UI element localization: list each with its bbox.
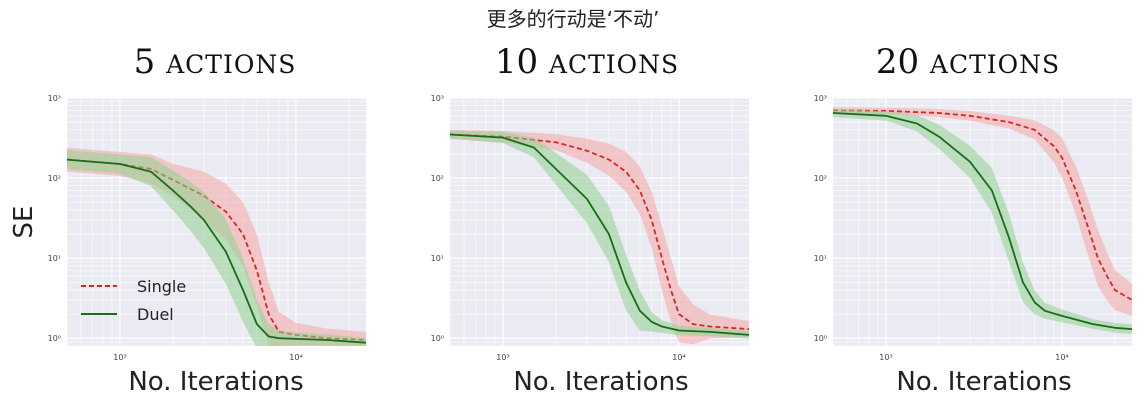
figure-title: 更多的行动是‘不动’ — [487, 7, 660, 31]
x-tick-label: 10³ — [496, 353, 509, 362]
plot-area: 10³ 10⁴ 10⁰ 10¹ 10² 10³ — [814, 94, 1132, 362]
panel-10-actions: 10 ACTIONS 10³ 10⁴ 10⁰ 10¹ 10² 10³ No. Iterat… — [431, 42, 749, 397]
x-tick-label: 10⁴ — [672, 353, 685, 362]
series-group — [450, 129, 749, 345]
x-axis-label: No. Iterations — [128, 367, 303, 397]
x-axis-label: No. Iterations — [896, 367, 1071, 397]
confidence-band-single — [833, 107, 1132, 316]
series-group — [67, 147, 366, 346]
confidence-band-duel — [450, 130, 749, 339]
y-tick-label: 10⁰ — [431, 334, 444, 343]
legend-label-single: Single — [137, 277, 186, 296]
legend-label-duel: Duel — [137, 305, 174, 324]
y-tick-label: 10⁰ — [48, 334, 61, 343]
y-tick-label: 10² — [431, 174, 444, 183]
series-line-duel — [450, 133, 749, 336]
y-tick-label: 10³ — [48, 94, 61, 103]
y-tick-label: 10³ — [431, 94, 444, 103]
confidence-band-duel — [67, 150, 366, 346]
panel-title-word: ACTIONS — [548, 50, 679, 79]
plot-area: 10³ 10⁴ 10⁰ 10¹ 10² 10³ Single Duel — [48, 94, 366, 362]
series-group — [833, 107, 1132, 334]
x-axis-label: No. Iterations — [513, 367, 688, 397]
y-tick-label: 10¹ — [48, 254, 61, 263]
panel-20-actions: 20 ACTIONS 10³ 10⁴ 10⁰ 10¹ 10² 10³ No. Iterat… — [814, 42, 1132, 397]
x-tick-label: 10⁴ — [289, 353, 302, 362]
panel-5-actions: 5 ACTIONS 10³ 10⁴ 10⁰ 10¹ 10² 10³ Single Duel N… — [9, 42, 366, 397]
series-line-single — [833, 109, 1132, 301]
panel-title-word: ACTIONS — [929, 50, 1060, 79]
panel-title-number: 20 — [876, 42, 919, 82]
y-tick-label: 10⁰ — [814, 334, 827, 343]
y-axis-label: SE — [9, 206, 39, 239]
confidence-band-single — [450, 129, 749, 345]
panel-title-number: 10 — [495, 42, 538, 82]
panel-title: 10 ACTIONS — [495, 42, 679, 82]
panel-title-word: ACTIONS — [165, 50, 296, 79]
y-tick-label: 10³ — [814, 94, 827, 103]
plot-area: 10³ 10⁴ 10⁰ 10¹ 10² 10³ — [431, 94, 749, 362]
series-line-duel — [833, 112, 1132, 330]
panel-title: 5 ACTIONS — [134, 42, 297, 82]
panel-title-number: 5 — [134, 42, 156, 82]
legend: Single Duel — [81, 277, 186, 324]
y-tick-label: 10² — [814, 174, 827, 183]
x-tick-label: 10³ — [879, 353, 892, 362]
y-tick-label: 10¹ — [431, 254, 444, 263]
y-tick-label: 10¹ — [814, 254, 827, 263]
series-line-duel — [67, 158, 366, 344]
y-tick-label: 10² — [48, 174, 61, 183]
x-tick-label: 10³ — [113, 353, 126, 362]
panel-title: 20 ACTIONS — [876, 42, 1060, 82]
x-tick-label: 10⁴ — [1055, 353, 1068, 362]
